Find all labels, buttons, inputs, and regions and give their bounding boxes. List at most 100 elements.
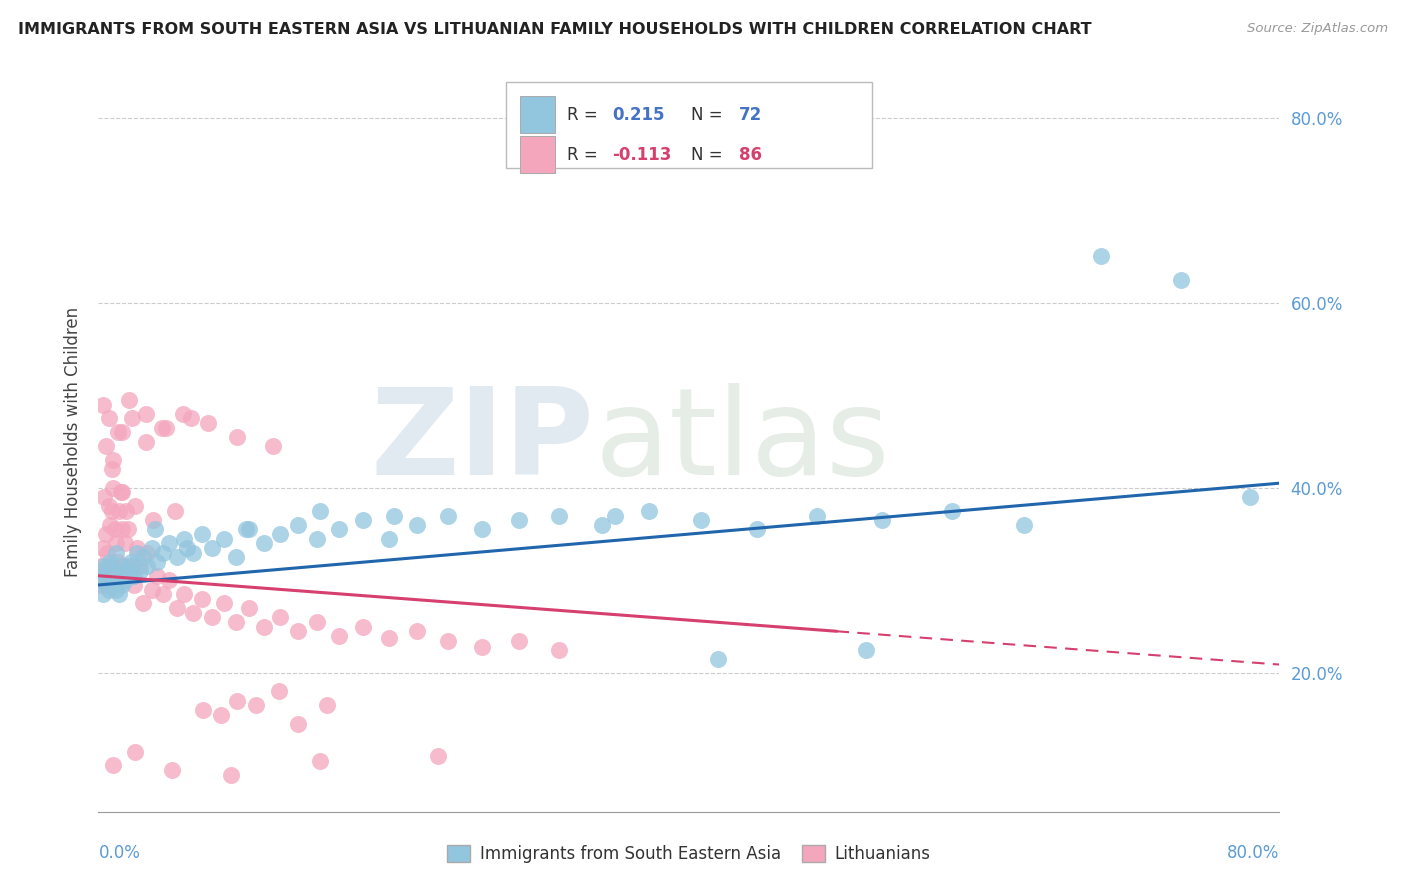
Text: 86: 86 bbox=[738, 145, 762, 164]
Point bbox=[90, 559, 112, 574]
Point bbox=[120, 564, 142, 578]
Point bbox=[111, 523, 134, 537]
Point bbox=[382, 508, 405, 523]
Point bbox=[378, 631, 401, 645]
Point bbox=[110, 485, 132, 500]
Point bbox=[125, 545, 148, 560]
Text: R =: R = bbox=[567, 106, 603, 124]
Point bbox=[309, 754, 332, 768]
Point bbox=[1170, 272, 1192, 286]
Point bbox=[121, 411, 143, 425]
Point bbox=[193, 703, 215, 717]
Point bbox=[226, 430, 249, 444]
Point bbox=[591, 517, 613, 532]
Point bbox=[103, 481, 125, 495]
Point bbox=[166, 601, 188, 615]
Text: N =: N = bbox=[692, 145, 728, 164]
Point bbox=[108, 504, 131, 518]
Y-axis label: Family Households with Children: Family Households with Children bbox=[63, 307, 82, 576]
Point bbox=[707, 652, 730, 666]
Point bbox=[548, 642, 571, 657]
Point bbox=[120, 559, 142, 574]
Point bbox=[197, 416, 219, 430]
Point bbox=[352, 513, 374, 527]
Point bbox=[107, 555, 129, 569]
Point bbox=[162, 763, 183, 777]
Point bbox=[508, 633, 530, 648]
Text: -0.113: -0.113 bbox=[612, 145, 672, 164]
Point bbox=[157, 536, 180, 550]
Point bbox=[172, 407, 194, 421]
Point bbox=[225, 615, 247, 629]
Point bbox=[191, 527, 214, 541]
Point bbox=[176, 541, 198, 555]
Point bbox=[253, 536, 276, 550]
Point bbox=[1090, 250, 1112, 264]
FancyBboxPatch shape bbox=[520, 136, 555, 173]
Point bbox=[110, 559, 132, 574]
Text: 0.215: 0.215 bbox=[612, 106, 665, 124]
Point bbox=[173, 532, 195, 546]
FancyBboxPatch shape bbox=[506, 82, 872, 168]
Point bbox=[93, 559, 115, 574]
Point bbox=[90, 564, 112, 578]
Point bbox=[105, 536, 128, 550]
Point bbox=[305, 532, 328, 546]
Point bbox=[406, 517, 429, 532]
Point bbox=[89, 578, 111, 592]
Point bbox=[872, 513, 894, 527]
Point bbox=[103, 564, 125, 578]
Point bbox=[91, 587, 114, 601]
Point bbox=[115, 504, 138, 518]
Point bbox=[128, 564, 150, 578]
Point bbox=[316, 698, 339, 713]
Point bbox=[108, 587, 131, 601]
Point bbox=[437, 633, 460, 648]
Point bbox=[238, 601, 260, 615]
Point bbox=[267, 684, 290, 698]
Point bbox=[93, 564, 115, 578]
FancyBboxPatch shape bbox=[520, 96, 555, 133]
Point bbox=[180, 411, 202, 425]
Point bbox=[471, 523, 494, 537]
Point bbox=[89, 574, 111, 588]
Point bbox=[94, 439, 117, 453]
Point bbox=[155, 420, 177, 434]
Point bbox=[104, 523, 127, 537]
Point bbox=[94, 527, 117, 541]
Point bbox=[93, 490, 115, 504]
Point bbox=[689, 513, 711, 527]
Point bbox=[212, 532, 235, 546]
Point bbox=[103, 758, 125, 772]
Point bbox=[96, 545, 118, 560]
Point bbox=[309, 504, 332, 518]
Point bbox=[128, 559, 150, 574]
Point bbox=[201, 610, 224, 624]
Point bbox=[91, 541, 114, 555]
Point bbox=[471, 640, 494, 654]
Point bbox=[135, 434, 157, 449]
Point bbox=[111, 485, 134, 500]
Point bbox=[941, 504, 963, 518]
Text: IMMIGRANTS FROM SOUTH EASTERN ASIA VS LITHUANIAN FAMILY HOUSEHOLDS WITH CHILDREN: IMMIGRANTS FROM SOUTH EASTERN ASIA VS LI… bbox=[18, 22, 1092, 37]
Point bbox=[96, 568, 118, 582]
Point bbox=[124, 500, 146, 514]
Point bbox=[173, 587, 195, 601]
Point bbox=[114, 574, 136, 588]
Point bbox=[157, 574, 180, 588]
Point bbox=[122, 568, 145, 582]
Point bbox=[1239, 490, 1261, 504]
Point bbox=[269, 527, 291, 541]
Point bbox=[287, 716, 309, 731]
Point bbox=[91, 574, 114, 588]
Point bbox=[105, 545, 128, 560]
Point bbox=[605, 508, 627, 523]
Point bbox=[112, 564, 135, 578]
Point bbox=[141, 582, 163, 597]
Point bbox=[150, 420, 173, 434]
Point bbox=[100, 574, 122, 588]
Point bbox=[103, 453, 125, 467]
Point bbox=[548, 508, 571, 523]
Point bbox=[1012, 517, 1035, 532]
Point bbox=[287, 624, 309, 639]
